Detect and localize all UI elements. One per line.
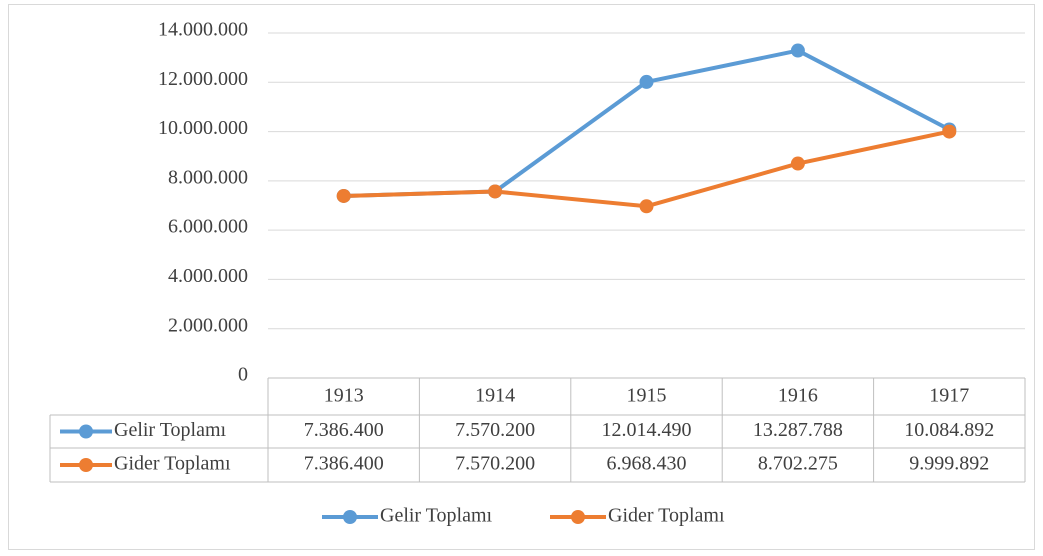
data-point <box>942 124 957 139</box>
table-value: 10.084.892 <box>904 419 994 441</box>
x-tick-label: 1916 <box>778 385 818 407</box>
table-value: 9.999.892 <box>909 453 989 475</box>
x-tick-label: 1917 <box>929 385 969 407</box>
y-tick-label: 6.000.000 <box>168 216 248 238</box>
data-point <box>639 74 654 89</box>
y-tick-label: 2.000.000 <box>168 314 248 336</box>
legend-key <box>79 458 93 472</box>
legend-key <box>571 510 585 524</box>
x-tick-label: 1914 <box>475 385 515 407</box>
table-value: 7.570.200 <box>455 419 535 441</box>
table-value: 12.014.490 <box>602 419 692 441</box>
legend-key <box>343 510 357 524</box>
x-tick-label: 1915 <box>627 385 667 407</box>
table-value: 7.386.400 <box>304 419 384 441</box>
table-value: 13.287.788 <box>753 419 843 441</box>
data-point <box>790 156 805 171</box>
data-point <box>790 43 805 58</box>
data-point <box>488 184 503 199</box>
y-tick-label: 0 <box>238 364 248 386</box>
table-value: 7.386.400 <box>304 453 384 475</box>
table-value: 7.570.200 <box>455 453 535 475</box>
y-tick-label: 12.000.000 <box>158 68 248 90</box>
y-tick-label: 4.000.000 <box>168 265 248 287</box>
legend-label: Gider Toplamı <box>608 505 725 527</box>
table-value: 6.968.430 <box>607 453 687 475</box>
y-tick-label: 10.000.000 <box>158 117 248 139</box>
table-series-name: Gider Toplamı <box>114 453 231 475</box>
table-series-name: Gelir Toplamı <box>114 419 227 441</box>
y-tick-label: 14.000.000 <box>158 19 248 41</box>
x-tick-label: 1913 <box>324 385 364 407</box>
data-point <box>639 199 654 214</box>
table-value: 8.702.275 <box>758 453 838 475</box>
legend-key <box>79 424 93 439</box>
chart-border <box>8 4 1035 550</box>
data-point <box>336 188 351 203</box>
legend-label: Gelir Toplamı <box>380 505 493 527</box>
y-tick-label: 8.000.000 <box>168 166 248 188</box>
